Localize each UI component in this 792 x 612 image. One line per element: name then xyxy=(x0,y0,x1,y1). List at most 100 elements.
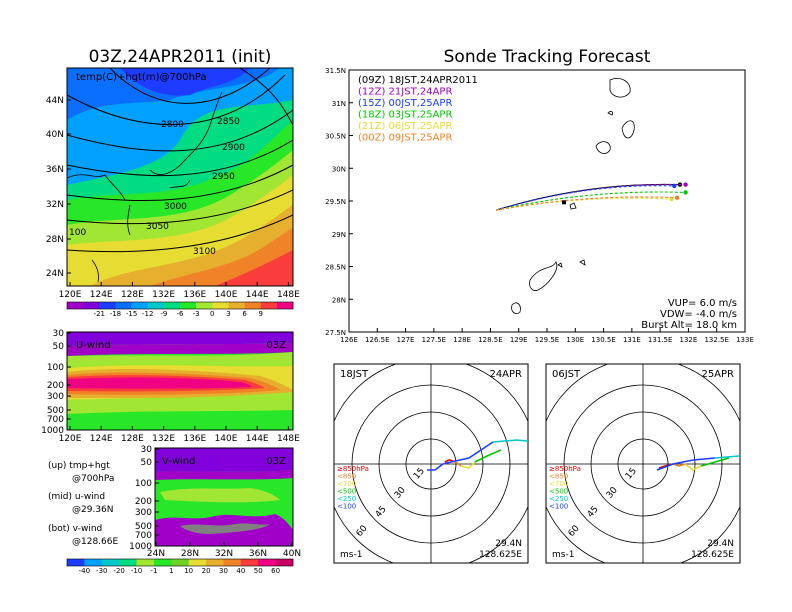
contour-labels: 2800 2850 2900 2950 3000 3050 3100 100 xyxy=(69,117,245,257)
v-y-tick-label: 1000 xyxy=(129,542,152,552)
v-colorbar-swatch xyxy=(223,559,242,566)
track-x-tick-label: 131.5E xyxy=(648,336,672,344)
u-wind-frame xyxy=(66,331,294,431)
map-colorbar-swatch xyxy=(244,302,262,309)
burst-altitude: Burst Alt= 18.0 km xyxy=(641,320,737,331)
hodo-rings xyxy=(334,364,528,563)
v-colorbar-swatch xyxy=(258,559,276,566)
u-y-tick-label: 200 xyxy=(47,381,64,391)
hodo-trace-segment xyxy=(427,461,452,471)
hodo-trace-segment xyxy=(700,457,730,467)
hodo-legend-entry: ≥850hPa xyxy=(549,465,581,473)
map-colorbar-label: 0 xyxy=(210,310,214,318)
u-x-tick-label: 124E xyxy=(90,434,113,444)
map-colorbar-swatch xyxy=(99,302,116,309)
v-wind-x-ticks: 24N 28N 32N 36N 40N xyxy=(147,542,301,559)
u-x-tick-label: 136E xyxy=(183,434,206,444)
map-x-tick-label: 140E xyxy=(215,290,238,300)
track-legend-entry: (15Z) 00JST,25APR xyxy=(358,98,452,109)
track-x-tick-label: 130E xyxy=(566,336,584,344)
map-colorbar-swatch xyxy=(115,302,132,309)
u-y-tick-label: 1000 xyxy=(41,426,64,436)
track-title: Sonde Tracking Forecast xyxy=(444,47,651,67)
track-x-tick-label: 131E xyxy=(623,336,641,344)
track-y-tick-label: 28.5N xyxy=(325,264,346,272)
hodo-date-label: 24APR xyxy=(489,369,522,380)
hodo-trace-segment xyxy=(450,441,494,463)
hodo-rings xyxy=(546,364,740,563)
u-wind-time: 03Z xyxy=(266,340,286,351)
track-landing-point xyxy=(683,182,688,187)
track-legend-entry: (09Z) 18JST,24APR2011 xyxy=(358,75,478,86)
v-colorbar-label: 40 xyxy=(236,567,245,575)
map-colorbar-label: -12 xyxy=(142,310,153,318)
map-y-tick-label: 32N xyxy=(46,200,64,210)
u-x-tick-label: 148E xyxy=(277,434,300,444)
u-y-tick-label: 500 xyxy=(47,406,64,416)
u-y-tick-label: 300 xyxy=(47,392,64,402)
note-mid: (mid) u-wind xyxy=(48,492,105,502)
map-y-tick-label: 28N xyxy=(46,235,64,245)
map-colorbar-frame xyxy=(66,301,294,310)
map-colorbar-swatch xyxy=(180,302,197,309)
track-y-tick-label: 29.5N xyxy=(325,198,346,206)
temp-colorbar: -21 -18 -15 -12 -9 -6 -3 0 3 6 9 xyxy=(66,301,294,318)
hodo-trace xyxy=(656,455,740,471)
hodo-lat-label: 29.4N xyxy=(707,539,734,549)
map-x-tick-label: 124E xyxy=(90,290,113,300)
contour-label: 2850 xyxy=(217,117,240,127)
contour-label: 2800 xyxy=(161,120,184,130)
map-x-tick-label: 132E xyxy=(152,290,175,300)
hodo-time-label: 06JST xyxy=(552,369,581,380)
v-colorbar-label: -30 xyxy=(96,567,107,575)
panel-legend-notes: (up) tmp+hgt @700hPa (mid) u-wind @29.36… xyxy=(48,461,118,547)
track-x-tick-label: 130.5E xyxy=(591,336,615,344)
ascent-speed: VUP= 6.0 m/s xyxy=(668,298,737,309)
map-x-ticks: 120E 124E 128E 132E 136E 140E 144E 148E xyxy=(59,282,300,300)
track-line xyxy=(495,185,675,211)
track-x-tick-label: 127E xyxy=(397,336,415,344)
map-colorbar-swatch xyxy=(196,302,213,309)
track-x-tick-label: 127.5E xyxy=(422,336,446,344)
hodo-trace xyxy=(427,439,528,471)
island-outlines xyxy=(511,77,635,314)
v-colorbar-swatch xyxy=(119,559,137,566)
v-y-tick-label: 500 xyxy=(135,522,152,532)
track-y-tick-label: 30N xyxy=(332,165,346,173)
map-colorbar-label: 9 xyxy=(258,310,262,318)
v-y-tick-label: 200 xyxy=(135,497,152,507)
v-colorbar-swatch xyxy=(101,559,120,566)
temp-map-panel: temp(C)+hgt(m)@700hPa 2800 2850 2900 295… xyxy=(46,67,300,318)
track-x-tick-label: 126.5E xyxy=(365,336,389,344)
map-colorbar-swatch xyxy=(276,302,294,309)
map-y-tick-label: 44N xyxy=(46,96,64,106)
track-y-tick-label: 28N xyxy=(332,296,346,304)
map-title: 03Z,24APR2011 (init) xyxy=(89,47,272,67)
hodo-trace-segment xyxy=(460,461,476,469)
map-frame xyxy=(66,67,294,287)
track-legend-entry: (12Z) 21JST,24APR xyxy=(358,87,452,98)
v-x-tick-label: 32N xyxy=(215,549,233,559)
height-contours xyxy=(67,68,293,253)
map-y-tick-label: 36N xyxy=(46,165,64,175)
hodo-date-label: 25APR xyxy=(701,369,734,380)
track-legend-entry: (21Z) 06JST,25APR xyxy=(358,121,452,132)
track-x-tick-label: 129E xyxy=(510,336,528,344)
u-y-tick-label: 700 xyxy=(47,415,64,425)
note-bot-sub: @128.66E xyxy=(72,537,118,547)
hodo-legend-entry: <500 xyxy=(337,488,356,496)
v-y-tick-label: 100 xyxy=(135,479,152,489)
map-colorbar-swatch xyxy=(212,302,229,309)
v-x-tick-label: 40N xyxy=(283,549,301,559)
v-colorbar-frame xyxy=(66,558,294,567)
hodo-trace-segment xyxy=(672,463,686,467)
track-legend-entry: (18Z) 03JST,25APR xyxy=(358,110,452,121)
v-colorbar-label: -40 xyxy=(79,567,90,575)
v-y-tick-label: 700 xyxy=(135,531,152,541)
v-wind-time: 03Z xyxy=(266,456,286,467)
hodo-legend-entry: ≥850hPa xyxy=(337,465,369,473)
u-wind-title: U-wind xyxy=(76,340,111,351)
